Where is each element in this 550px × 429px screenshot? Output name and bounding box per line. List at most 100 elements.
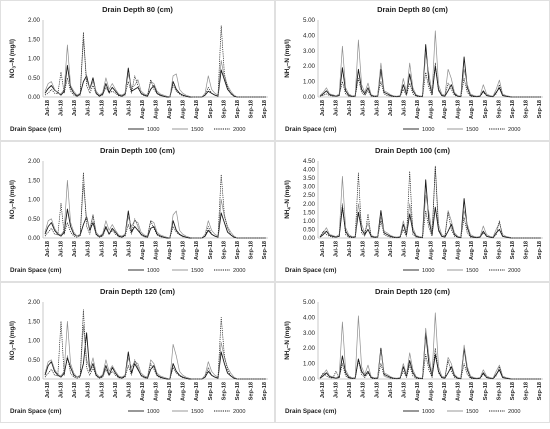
x-tick-label: Sep-18 (523, 241, 529, 259)
x-tick-label: Sep-18 (248, 100, 254, 118)
y-tick-label: 4.00 (303, 32, 316, 39)
x-tick-label: Aug-18 (429, 241, 435, 260)
x-tick-label: Jul-18 (347, 382, 353, 398)
chart-title: Drain Depth 80 (cm) (102, 5, 173, 14)
x-tick-label: Sep-18 (208, 382, 214, 400)
series-line-1000 (44, 64, 266, 98)
x-tick-label: Aug-18 (140, 382, 146, 401)
y-tick-label: 2.00 (303, 201, 316, 208)
x-axis-label: Drain Space (cm) (10, 126, 61, 133)
x-tick-label: Aug-18 (442, 382, 448, 401)
y-axis-label: NO3–N (mg/l) (9, 321, 17, 360)
series-line-2000 (44, 172, 266, 239)
x-tick-label: Jul-18 (320, 241, 326, 257)
x-tick-label: Jul-18 (72, 382, 78, 398)
x-tick-label: Jul-18 (45, 382, 51, 398)
y-tick-label: 0.00 (303, 376, 316, 383)
x-tick-label: Aug-18 (167, 241, 173, 260)
x-tick-label: Jul-18 (86, 241, 92, 257)
y-tick-label: 0.00 (28, 235, 41, 242)
series-line-1500 (44, 320, 266, 380)
chart-title: Drain Depth 100 (cm) (375, 146, 451, 155)
y-tick-label: 1.00 (28, 197, 41, 204)
x-tick-label: Jul-18 (45, 241, 51, 257)
y-tick-label: 0.50 (28, 357, 41, 364)
series-line-2000 (319, 347, 541, 380)
x-tick-label: Jul-18 (361, 382, 367, 398)
legend-label-1000: 1000 (422, 268, 434, 274)
legend-label-1500: 1500 (466, 409, 478, 415)
x-tick-label: Aug-18 (154, 241, 160, 260)
legend-label-2000: 2000 (233, 268, 245, 274)
y-tick-label: 0.00 (28, 94, 41, 101)
legend-label-1000: 1000 (147, 268, 159, 274)
x-tick-label: Jul-18 (334, 382, 340, 398)
x-tick-label: Sep-18 (221, 382, 227, 400)
y-tick-label: 1.00 (303, 79, 316, 86)
x-tick-label: Sep-18 (235, 241, 241, 259)
x-tick-label: Sep-18 (262, 382, 268, 400)
y-tick-label: 1.00 (28, 56, 41, 63)
x-tick-label: Sep-18 (496, 100, 502, 118)
x-tick-label: Aug-18 (415, 382, 421, 401)
panel-border (0, 141, 275, 282)
x-tick-label: Jul-18 (126, 100, 132, 116)
x-tick-label: Aug-18 (469, 100, 475, 119)
chart-panel-3: Drain Depth 100 (cm) 0.00 0.50 1.00 1.50 2.00… (0, 141, 275, 282)
panel-border (0, 282, 275, 423)
x-tick-label: Jul-18 (401, 382, 407, 398)
x-tick-label: Aug-18 (194, 100, 200, 119)
x-tick-label: Jul-18 (59, 382, 65, 398)
x-tick-label: Aug-18 (181, 100, 187, 119)
x-tick-label: Aug-18 (194, 241, 200, 260)
y-tick-label: 0.00 (28, 376, 41, 383)
x-tick-label: Aug-18 (456, 100, 462, 119)
y-tick-label: 1.50 (28, 36, 41, 43)
x-tick-label: Jul-18 (99, 100, 105, 116)
x-tick-label: Jul-18 (320, 382, 326, 398)
y-tick-label: 3.00 (303, 330, 316, 337)
y-axis-label: NO3–N (mg/l) (9, 180, 17, 219)
x-axis-label: Drain Space (cm) (285, 126, 336, 133)
chart-title: Drain Depth 120 (cm) (375, 287, 451, 296)
chart-panel-2: Drain Depth 80 (cm) 0.00 1.00 2.00 3.00 4.00 5… (275, 0, 550, 141)
x-tick-label: Aug-18 (429, 382, 435, 401)
x-tick-label: Jul-18 (45, 100, 51, 116)
x-tick-label: Sep-18 (483, 241, 489, 259)
chart-panel-5: Drain Depth 120 (cm) 0.00 0.50 1.00 1.50 2.00… (0, 282, 275, 423)
y-tick-label: 4.00 (303, 167, 316, 174)
x-tick-label: Aug-18 (167, 100, 173, 119)
y-tick-label: 2.00 (303, 345, 316, 352)
series-line-1000 (44, 332, 266, 380)
y-tick-label: 2.00 (303, 63, 316, 70)
x-tick-label: Jul-18 (361, 100, 367, 116)
x-tick-label: Aug-18 (154, 382, 160, 401)
x-tick-label: Sep-18 (208, 100, 214, 118)
series-line-1500 (319, 165, 541, 239)
x-tick-label: Aug-18 (167, 382, 173, 401)
y-tick-label: 1.50 (303, 209, 316, 216)
chart-title: Drain Depth 100 (cm) (100, 146, 176, 155)
y-axis-label: NH4–N (mg/l) (284, 321, 292, 360)
x-tick-label: Jul-18 (374, 241, 380, 257)
x-tick-label: Sep-18 (537, 382, 543, 400)
y-tick-label: 1.50 (28, 318, 41, 325)
panel-border (275, 141, 550, 282)
legend-label-1500: 1500 (191, 409, 203, 415)
y-tick-label: 1.00 (303, 218, 316, 225)
x-tick-label: Sep-18 (537, 241, 543, 259)
x-tick-label: Jul-18 (347, 100, 353, 116)
series-line-2000 (319, 165, 541, 239)
series-line-1000 (319, 44, 541, 98)
x-tick-label: Sep-18 (496, 382, 502, 400)
x-tick-label: Jul-18 (86, 100, 92, 116)
x-tick-label: Aug-18 (415, 241, 421, 260)
x-tick-label: Aug-18 (140, 241, 146, 260)
x-tick-label: Jul-18 (86, 382, 92, 398)
legend-label-1500: 1500 (191, 268, 203, 274)
x-tick-label: Aug-18 (429, 100, 435, 119)
x-tick-label: Aug-18 (442, 241, 448, 260)
x-tick-label: Sep-18 (510, 382, 516, 400)
